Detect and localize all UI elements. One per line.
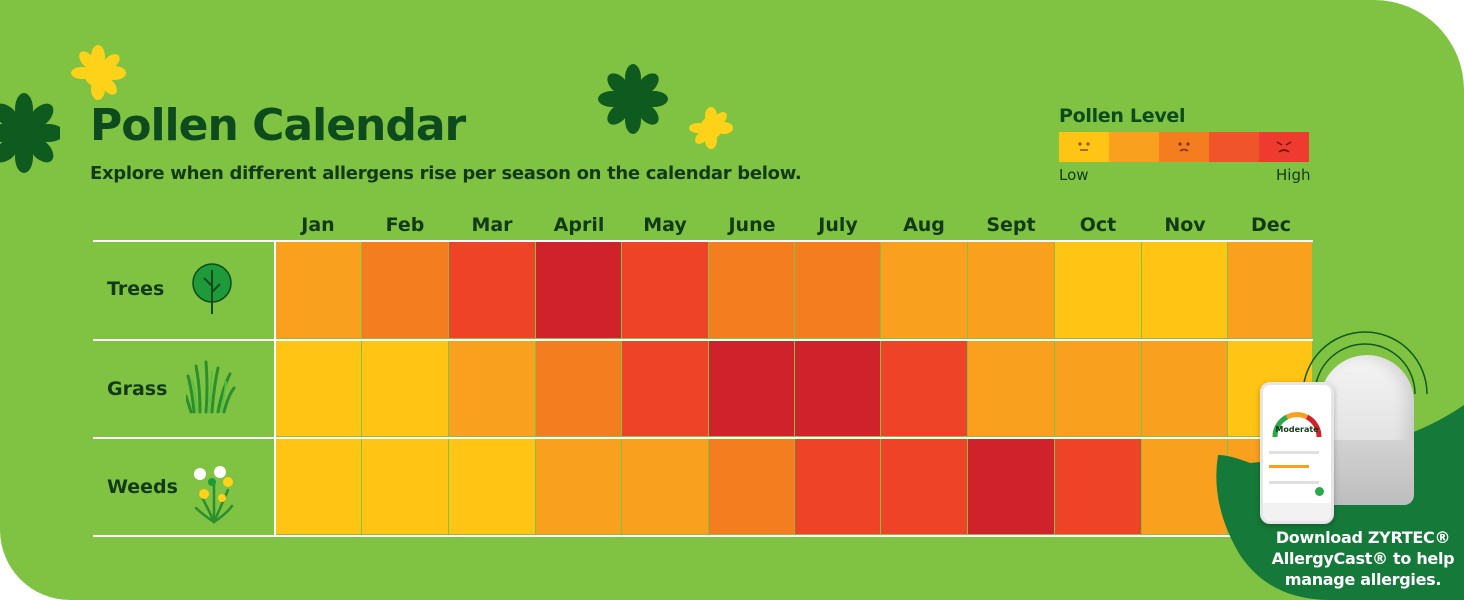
phone-app-image: Moderate <box>1260 382 1334 524</box>
month-header: Jan <box>301 214 335 236</box>
legend-low-label: Low <box>1059 166 1089 184</box>
promo-line-3: manage allergies. <box>1284 570 1442 589</box>
heatmap-cell-grass-aug <box>881 341 967 436</box>
heatmap-cell-grass-july <box>795 341 880 436</box>
sad-face-icon <box>1178 142 1190 152</box>
heatmap-cell-weeds-april <box>536 439 621 534</box>
legend-swatch-1 <box>1059 132 1109 162</box>
heatmap-cell-trees-july <box>795 242 880 338</box>
dark-green-splat-left-icon <box>0 93 60 173</box>
heatmap-cell-grass-jan <box>276 341 361 436</box>
row-label-weeds: Weeds <box>107 476 178 498</box>
heatmap-cell-weeds-july <box>795 439 880 534</box>
heatmap-cell-trees-may <box>622 242 708 338</box>
heatmap-cell-grass-may <box>622 341 708 436</box>
row-divider <box>93 437 1313 439</box>
month-header: July <box>818 214 858 236</box>
month-header: Aug <box>903 214 945 236</box>
page-title: Pollen Calendar <box>90 100 466 151</box>
yellow-splat-center-icon <box>689 107 733 149</box>
angry-face-icon <box>1276 141 1292 153</box>
gauge-icon <box>1272 412 1322 438</box>
grass-icon <box>186 360 236 414</box>
pollen-level-scale <box>1059 132 1309 162</box>
heatmap-cell-trees-sept <box>968 242 1054 338</box>
heatmap-cell-grass-june <box>709 341 794 436</box>
heatmap-cell-trees-aug <box>881 242 967 338</box>
legend-high-label: High <box>1276 166 1311 184</box>
month-header: June <box>728 214 776 236</box>
heatmap-cell-grass-mar <box>449 341 535 436</box>
phone-status-text: Moderate <box>1275 425 1319 434</box>
heatmap-cell-weeds-june <box>709 439 794 534</box>
tree-icon <box>192 263 232 314</box>
heatmap-cell-grass-oct <box>1055 341 1141 436</box>
month-header: April <box>553 214 605 236</box>
heatmap-cell-grass-feb <box>362 341 448 436</box>
heatmap-cell-grass-april <box>536 341 621 436</box>
promo-line-2: AllergyCast® to help <box>1271 549 1455 568</box>
heatmap-cell-trees-nov <box>1142 242 1227 338</box>
month-header: Mar <box>471 214 513 236</box>
heatmap-cell-weeds-sept <box>968 439 1054 534</box>
label-column-divider <box>274 240 276 537</box>
heatmap-cell-trees-jan <box>276 242 361 338</box>
row-label-trees: Trees <box>107 278 165 300</box>
heatmap-cell-weeds-nov <box>1142 439 1227 534</box>
heatmap-cell-trees-dec <box>1228 242 1312 338</box>
month-header: Feb <box>385 214 425 236</box>
weeds-icon <box>194 466 234 524</box>
month-header: May <box>643 214 687 236</box>
heatmap-cell-weeds-mar <box>449 439 535 534</box>
month-header: Oct <box>1079 214 1117 236</box>
promo-line-1: Download ZYRTEC® <box>1275 528 1451 547</box>
legend-title: Pollen Level <box>1059 105 1186 127</box>
heatmap-cell-trees-june <box>709 242 794 338</box>
legend-swatch-3 <box>1159 132 1209 162</box>
heatmap-cell-weeds-feb <box>362 439 448 534</box>
month-header: Dec <box>1251 214 1291 236</box>
heatmap-cell-grass-sept <box>968 341 1054 436</box>
smart-speaker-base <box>1320 440 1414 505</box>
heatmap-cell-weeds-aug <box>881 439 967 534</box>
heatmap-cell-weeds-may <box>622 439 708 534</box>
page-subtitle: Explore when different allergens rise pe… <box>90 163 802 184</box>
month-header: Sept <box>986 214 1036 236</box>
promo-text: Download ZYRTEC® AllergyCast® to help ma… <box>1268 527 1458 590</box>
heatmap-cell-trees-mar <box>449 242 535 338</box>
heatmap-cell-trees-april <box>536 242 621 338</box>
heatmap-cell-weeds-oct <box>1055 439 1141 534</box>
heatmap-cell-trees-feb <box>362 242 448 338</box>
heatmap-cell-weeds-jan <box>276 439 361 534</box>
yellow-splat-top-icon <box>71 45 126 100</box>
heatmap-cell-grass-nov <box>1142 341 1227 436</box>
table-frame <box>93 240 1313 537</box>
dark-green-splat-center-icon <box>598 64 668 134</box>
legend-swatch-5 <box>1259 132 1309 162</box>
legend-swatch-2 <box>1109 132 1159 162</box>
heatmap-cell-trees-oct <box>1055 242 1141 338</box>
legend-swatch-4 <box>1209 132 1259 162</box>
month-header: Nov <box>1164 214 1206 236</box>
neutral-face-icon <box>1078 142 1090 151</box>
row-divider <box>93 339 1313 341</box>
row-label-grass: Grass <box>107 378 168 400</box>
